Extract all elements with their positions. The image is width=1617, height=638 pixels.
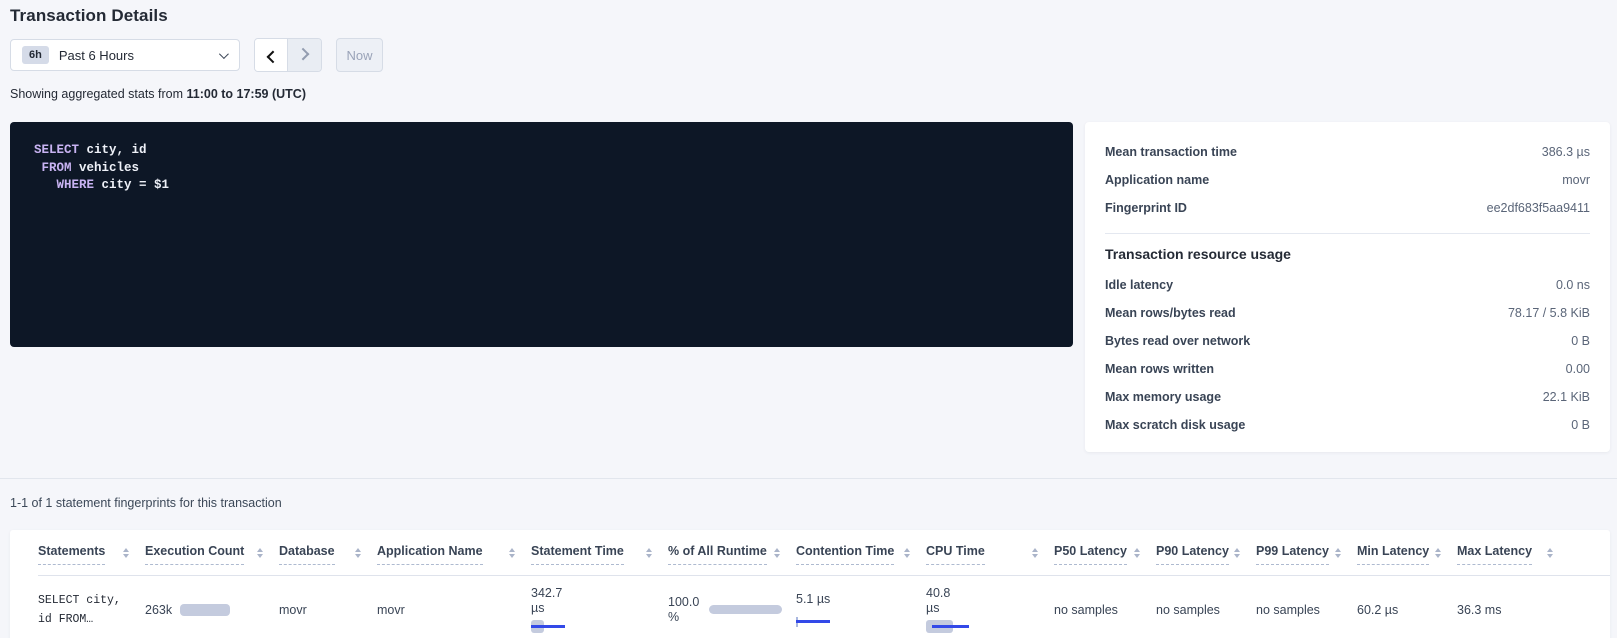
sort-icon[interactable] bbox=[257, 547, 263, 558]
p50-latency-cell: no samples bbox=[1054, 602, 1118, 617]
now-button[interactable]: Now bbox=[336, 38, 383, 72]
section-divider bbox=[0, 478, 1617, 479]
contention-time-bar bbox=[796, 615, 836, 628]
sql-keyword: FROM bbox=[41, 160, 72, 175]
column-header-execution-count[interactable]: Execution Count bbox=[145, 530, 279, 575]
chevron-down-icon bbox=[218, 48, 229, 59]
aggregated-stats-caption: Showing aggregated stats from 11:00 to 1… bbox=[10, 87, 1610, 101]
caption-prefix: Showing aggregated stats from bbox=[10, 87, 187, 101]
sort-icon[interactable] bbox=[1547, 547, 1553, 558]
resource-row-max-memory: Max memory usage 22.1 KiB bbox=[1105, 390, 1590, 404]
column-header-cpu-time[interactable]: CPU Time bbox=[926, 530, 1054, 575]
database-cell: movr bbox=[279, 602, 307, 617]
time-nav-group bbox=[254, 38, 322, 72]
statements-table: Statements Execution Count Database Appl… bbox=[10, 530, 1610, 638]
column-header-application-name[interactable]: Application Name bbox=[377, 530, 531, 575]
sort-icon[interactable] bbox=[904, 547, 910, 558]
resource-row-rows-written: Mean rows written 0.00 bbox=[1105, 362, 1590, 376]
transaction-summary-card: Mean transaction time 386.3 µs Applicati… bbox=[1085, 122, 1610, 452]
execution-count-cell: 263k bbox=[145, 603, 279, 617]
resource-row-max-scratch-disk: Max scratch disk usage 0 B bbox=[1105, 418, 1590, 432]
column-header-p99-latency[interactable]: P99 Latency bbox=[1256, 530, 1357, 575]
sort-icon[interactable] bbox=[1234, 547, 1240, 558]
execution-count-bar bbox=[180, 603, 231, 616]
caption-time-range: 11:00 to 17:59 (UTC) bbox=[186, 87, 306, 101]
min-latency-cell: 60.2 µs bbox=[1357, 602, 1399, 617]
time-range-picker[interactable]: 6h Past 6 Hours bbox=[10, 39, 240, 71]
summary-row-fingerprint-id: Fingerprint ID ee2df683f5aa9411 bbox=[1105, 201, 1590, 215]
statement-time-cell: 342.7 µs bbox=[531, 586, 668, 633]
max-latency-cell: 36.3 ms bbox=[1457, 602, 1502, 617]
resource-row-bytes-over-network: Bytes read over network 0 B bbox=[1105, 334, 1590, 348]
table-row: SELECT city, id FROM… 263k movr movr 342… bbox=[38, 576, 1610, 638]
column-header-database[interactable]: Database bbox=[279, 530, 377, 575]
sort-icon[interactable] bbox=[123, 547, 129, 558]
cpu-time-bar bbox=[926, 620, 972, 633]
table-header-row: Statements Execution Count Database Appl… bbox=[38, 530, 1610, 576]
summary-row-application-name: Application name movr bbox=[1105, 173, 1590, 187]
application-name-cell: movr bbox=[377, 602, 405, 617]
fingerprints-count-caption: 1-1 of 1 statement fingerprints for this… bbox=[10, 496, 282, 510]
column-header-statements[interactable]: Statements bbox=[38, 530, 145, 575]
chevron-left-icon bbox=[266, 50, 279, 63]
column-header-max-latency[interactable]: Max Latency bbox=[1457, 530, 1569, 575]
column-header-p50-latency[interactable]: P50 Latency bbox=[1054, 530, 1156, 575]
resource-row-rows-bytes-read: Mean rows/bytes read 78.17 / 5.8 KiB bbox=[1105, 306, 1590, 320]
time-toolbar: 6h Past 6 Hours Now bbox=[10, 38, 1610, 72]
page-title: Transaction Details bbox=[10, 6, 168, 25]
resource-usage-heading: Transaction resource usage bbox=[1105, 246, 1291, 262]
summary-row-mean-transaction-time: Mean transaction time 386.3 µs bbox=[1105, 145, 1590, 159]
next-time-button[interactable] bbox=[288, 39, 321, 71]
sql-line: FROM vehicles bbox=[41, 160, 140, 175]
sql-keyword: SELECT bbox=[34, 143, 80, 157]
sort-icon[interactable] bbox=[774, 547, 780, 558]
contention-time-cell: 5.1 µs bbox=[796, 592, 926, 628]
column-header-contention-time[interactable]: Contention Time bbox=[796, 530, 926, 575]
sql-keyword: WHERE bbox=[56, 178, 95, 192]
statement-time-bar bbox=[531, 620, 571, 633]
content-row: SELECT city, id FROM vehicles WHERE city… bbox=[10, 122, 1610, 452]
time-range-label: Past 6 Hours bbox=[58, 47, 134, 63]
statement-link[interactable]: SELECT city, id FROM… bbox=[38, 593, 121, 626]
sql-line: WHERE city = $1 bbox=[56, 178, 170, 192]
p90-latency-cell: no samples bbox=[1156, 602, 1220, 617]
sort-icon[interactable] bbox=[1435, 547, 1441, 558]
sql-line: SELECT city, id bbox=[34, 143, 147, 157]
cpu-time-cell: 40.8 µs bbox=[926, 586, 1054, 633]
time-range-badge: 6h bbox=[22, 46, 49, 64]
sort-icon[interactable] bbox=[1032, 547, 1038, 558]
prev-time-button[interactable] bbox=[255, 39, 288, 71]
sort-icon[interactable] bbox=[1134, 547, 1140, 558]
runtime-pct-bar bbox=[709, 605, 782, 614]
sort-icon[interactable] bbox=[1335, 547, 1341, 558]
column-header-min-latency[interactable]: Min Latency bbox=[1357, 530, 1457, 575]
sort-icon[interactable] bbox=[509, 547, 515, 558]
column-header-statement-time[interactable]: Statement Time bbox=[531, 530, 668, 575]
card-divider bbox=[1105, 233, 1590, 234]
runtime-pct-cell: 100.0 % bbox=[668, 595, 796, 625]
sort-icon[interactable] bbox=[355, 547, 361, 558]
chevron-right-icon bbox=[296, 47, 310, 60]
p99-latency-cell: no samples bbox=[1256, 602, 1320, 617]
column-header-p90-latency[interactable]: P90 Latency bbox=[1156, 530, 1256, 575]
column-header-runtime-pct[interactable]: % of All Runtime bbox=[668, 530, 796, 575]
resource-row-idle-latency: Idle latency 0.0 ns bbox=[1105, 278, 1590, 292]
sql-statement-box: SELECT city, id FROM vehicles WHERE city… bbox=[10, 122, 1073, 347]
sort-icon[interactable] bbox=[646, 547, 652, 558]
